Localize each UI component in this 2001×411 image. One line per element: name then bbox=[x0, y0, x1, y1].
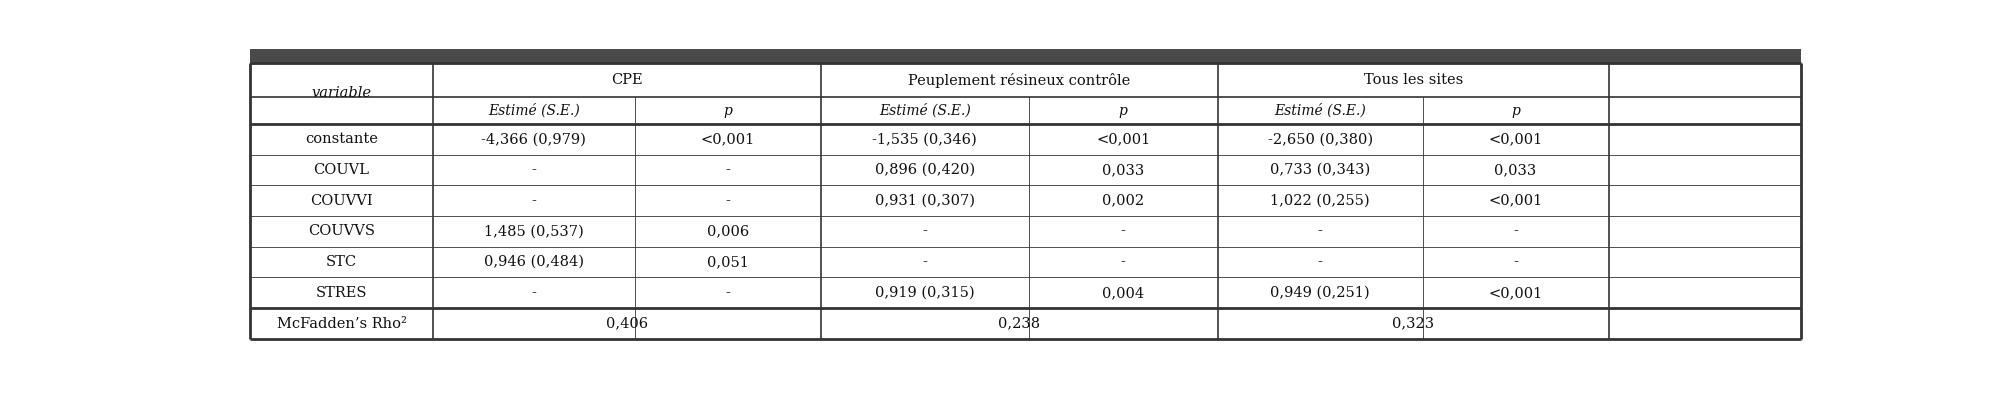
Text: -: - bbox=[532, 194, 536, 208]
Text: -: - bbox=[724, 194, 730, 208]
Text: 0,051: 0,051 bbox=[706, 255, 748, 269]
Text: Estimé (S.E.): Estimé (S.E.) bbox=[878, 104, 970, 118]
Text: <0,001: <0,001 bbox=[1489, 194, 1543, 208]
Text: -: - bbox=[724, 286, 730, 300]
Text: 0,033: 0,033 bbox=[1495, 163, 1537, 177]
Text: p: p bbox=[722, 104, 732, 118]
Text: <0,001: <0,001 bbox=[1097, 132, 1151, 146]
Text: -2,650 (0,380): -2,650 (0,380) bbox=[1267, 132, 1373, 146]
Text: -: - bbox=[532, 163, 536, 177]
Text: 0,896 (0,420): 0,896 (0,420) bbox=[874, 163, 974, 177]
Text: -1,535 (0,346): -1,535 (0,346) bbox=[872, 132, 976, 146]
Text: variable: variable bbox=[312, 86, 372, 100]
Text: 0,006: 0,006 bbox=[706, 224, 748, 238]
Text: constante: constante bbox=[306, 132, 378, 146]
Text: -: - bbox=[1513, 224, 1519, 238]
Text: <0,001: <0,001 bbox=[700, 132, 754, 146]
Text: STC: STC bbox=[326, 255, 358, 269]
Text: COUVL: COUVL bbox=[314, 163, 370, 177]
Text: Peuplement résineux contrôle: Peuplement résineux contrôle bbox=[908, 72, 1131, 88]
Text: p: p bbox=[1119, 104, 1129, 118]
Text: 0,931 (0,307): 0,931 (0,307) bbox=[874, 194, 974, 208]
Text: 1,022 (0,255): 1,022 (0,255) bbox=[1271, 194, 1371, 208]
Text: -: - bbox=[724, 163, 730, 177]
Text: 1,485 (0,537): 1,485 (0,537) bbox=[484, 224, 584, 238]
Text: 0,919 (0,315): 0,919 (0,315) bbox=[874, 286, 974, 300]
Text: 0,033: 0,033 bbox=[1103, 163, 1145, 177]
Text: STRES: STRES bbox=[316, 286, 368, 300]
Text: 0,733 (0,343): 0,733 (0,343) bbox=[1271, 163, 1371, 177]
Text: Tous les sites: Tous les sites bbox=[1363, 73, 1463, 87]
Text: McFadden’s Rho²: McFadden’s Rho² bbox=[276, 316, 406, 330]
Text: p: p bbox=[1511, 104, 1521, 118]
Text: COUVVS: COUVVS bbox=[308, 224, 374, 238]
Text: 0,946 (0,484): 0,946 (0,484) bbox=[484, 255, 584, 269]
Text: 0,323: 0,323 bbox=[1393, 316, 1435, 330]
Text: 0,238: 0,238 bbox=[998, 316, 1041, 330]
Text: COUVVI: COUVVI bbox=[310, 194, 372, 208]
Text: -: - bbox=[1513, 255, 1519, 269]
Text: -: - bbox=[1319, 224, 1323, 238]
Bar bbox=[250, 49, 1801, 63]
Text: <0,001: <0,001 bbox=[1489, 132, 1543, 146]
Text: Estimé (S.E.): Estimé (S.E.) bbox=[1275, 104, 1367, 118]
Text: 0,949 (0,251): 0,949 (0,251) bbox=[1271, 286, 1371, 300]
Text: -: - bbox=[1319, 255, 1323, 269]
Text: -: - bbox=[1121, 224, 1127, 238]
Text: Estimé (S.E.): Estimé (S.E.) bbox=[488, 104, 580, 118]
Text: 0,002: 0,002 bbox=[1103, 194, 1145, 208]
Text: 0,406: 0,406 bbox=[606, 316, 648, 330]
Text: -: - bbox=[922, 255, 926, 269]
Text: -: - bbox=[532, 286, 536, 300]
Text: <0,001: <0,001 bbox=[1489, 286, 1543, 300]
Text: 0,004: 0,004 bbox=[1103, 286, 1145, 300]
Text: CPE: CPE bbox=[610, 73, 642, 87]
Text: -: - bbox=[1121, 255, 1127, 269]
Text: -4,366 (0,979): -4,366 (0,979) bbox=[482, 132, 586, 146]
Text: -: - bbox=[922, 224, 926, 238]
